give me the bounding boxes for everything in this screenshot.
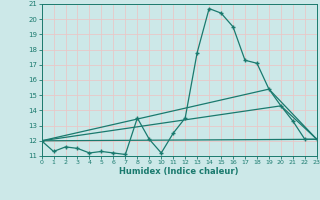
X-axis label: Humidex (Indice chaleur): Humidex (Indice chaleur) (119, 167, 239, 176)
